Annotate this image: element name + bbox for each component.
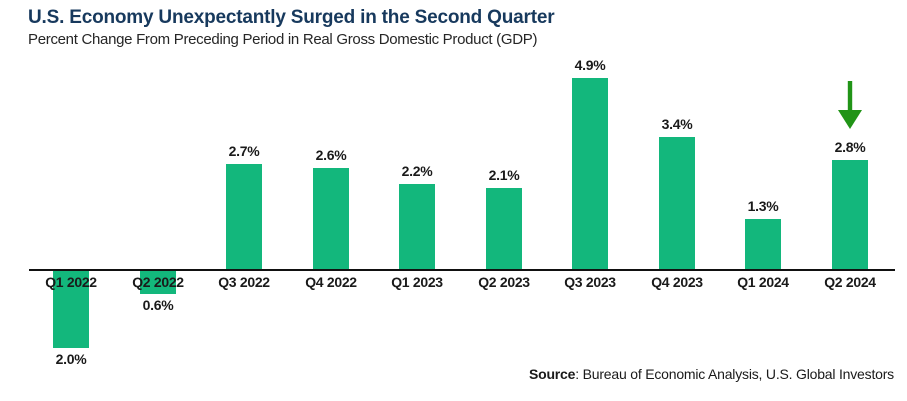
value-label-q1-2022: 2.0% bbox=[55, 351, 87, 367]
value-label-q2-2023: 2.1% bbox=[488, 167, 520, 183]
value-label-q1-2023: 2.2% bbox=[401, 163, 433, 179]
x-tick-q4-2022: Q4 2022 bbox=[305, 274, 357, 290]
value-label-q1-2024: 1.3% bbox=[747, 198, 779, 214]
bar-q1-2024 bbox=[745, 219, 781, 270]
source-note: Source: Bureau of Economic Analysis, U.S… bbox=[529, 366, 894, 382]
x-tick-q2-2024: Q2 2024 bbox=[824, 274, 876, 290]
down-arrow-icon bbox=[835, 81, 865, 136]
x-tick-q2-2022: Q2 2022 bbox=[132, 274, 184, 290]
value-label-q2-2024: 2.8% bbox=[834, 139, 866, 155]
source-text: : Bureau of Economic Analysis, U.S. Glob… bbox=[575, 366, 894, 382]
bar-q4-2023 bbox=[659, 137, 695, 270]
value-label-q4-2022: 2.6% bbox=[315, 147, 347, 163]
source-label: Source bbox=[528, 366, 576, 382]
bar-q3-2022 bbox=[226, 164, 262, 270]
chart-subtitle: Percent Change From Preceding Period in … bbox=[28, 31, 538, 48]
x-tick-q3-2022: Q3 2022 bbox=[218, 274, 270, 290]
x-tick-q1-2024: Q1 2024 bbox=[737, 274, 789, 290]
x-axis-line bbox=[29, 269, 895, 271]
value-label-q3-2023: 4.9% bbox=[574, 57, 606, 73]
bar-q1-2023 bbox=[399, 184, 435, 270]
bar-q2-2024 bbox=[832, 160, 868, 270]
value-label-q4-2023: 3.4% bbox=[661, 116, 693, 132]
x-tick-q4-2023: Q4 2023 bbox=[651, 274, 703, 290]
bar-q3-2023 bbox=[572, 78, 608, 270]
chart-title: U.S. Economy Unexpectantly Surged in the… bbox=[28, 7, 555, 28]
bar-q1-2022 bbox=[53, 270, 89, 348]
bar-q2-2022 bbox=[140, 270, 176, 294]
x-tick-q3-2023: Q3 2023 bbox=[564, 274, 616, 290]
value-label-q2-2022: 0.6% bbox=[142, 297, 174, 313]
x-tick-q1-2022: Q1 2022 bbox=[45, 274, 97, 290]
value-label-q3-2022: 2.7% bbox=[228, 143, 260, 159]
x-tick-q1-2023: Q1 2023 bbox=[391, 274, 443, 290]
bar-q2-2023 bbox=[486, 188, 522, 270]
x-tick-q2-2023: Q2 2023 bbox=[478, 274, 530, 290]
bar-q4-2022 bbox=[313, 168, 349, 270]
